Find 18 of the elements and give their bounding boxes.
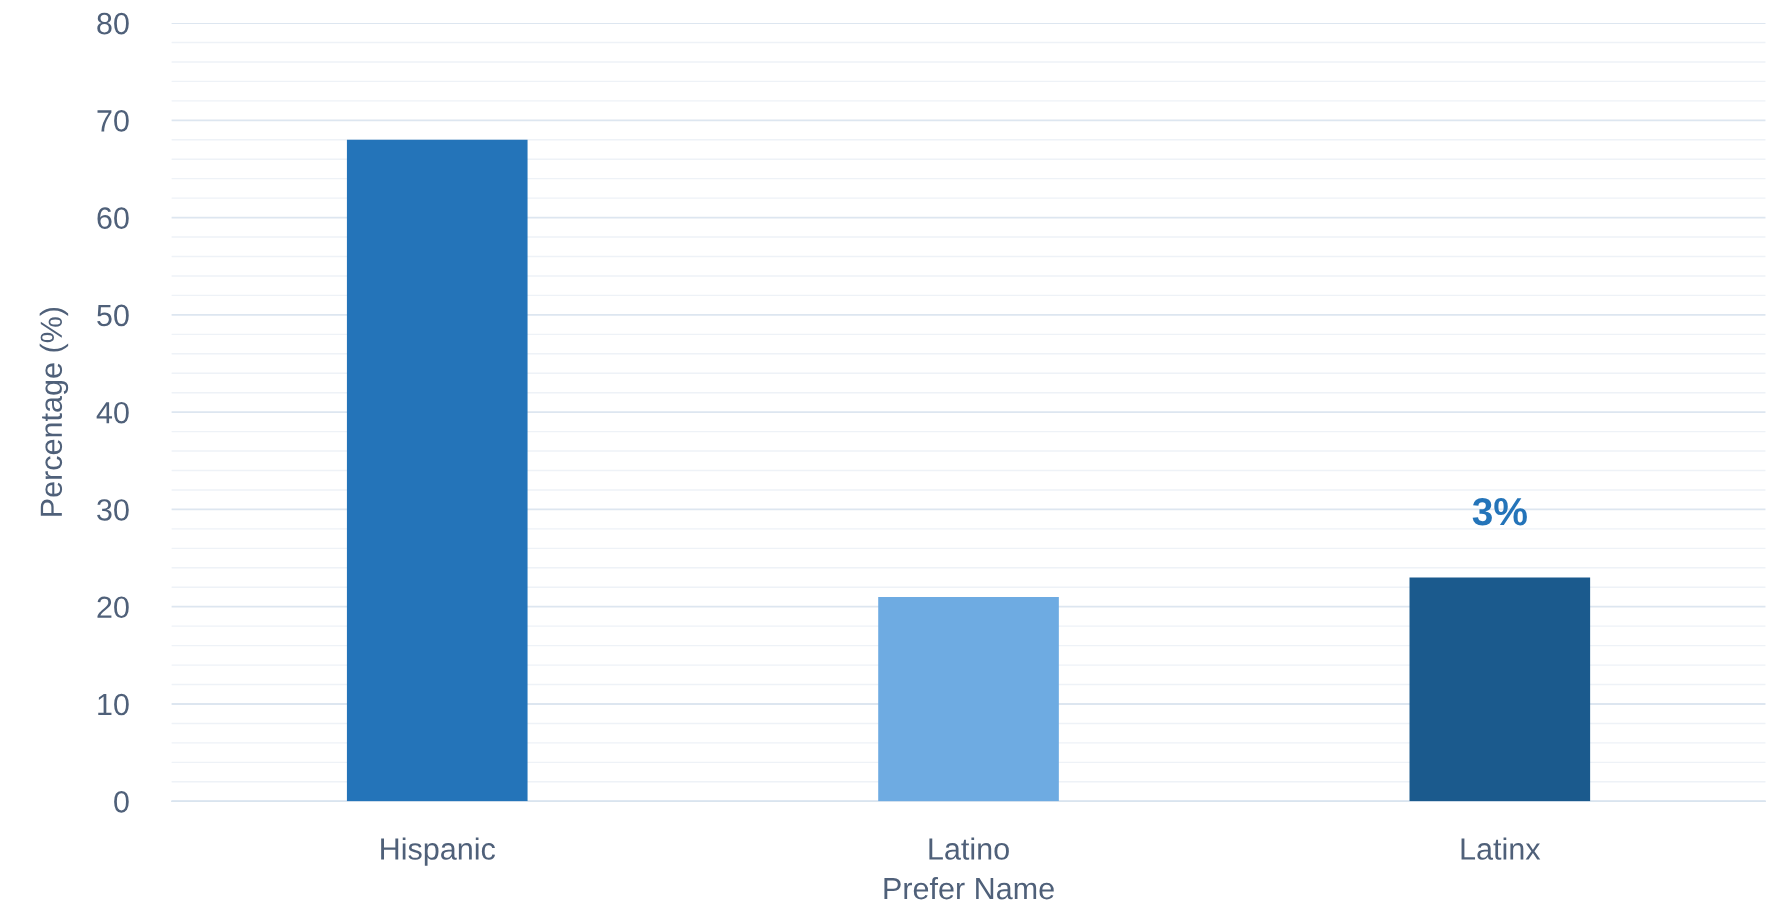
y-tick-label: 50 <box>97 304 129 327</box>
y-axis-title: Percentage (%) <box>39 307 69 516</box>
x-axis-title: Prefer Name <box>884 877 1054 900</box>
y-tick-label: 70 <box>97 110 129 132</box>
bar <box>878 596 1059 802</box>
y-tick-label: 40 <box>96 401 129 424</box>
x-tick-label: Latinx <box>1461 837 1541 860</box>
y-tick-label: 30 <box>97 499 129 521</box>
y-tick-label: 80 <box>97 12 129 35</box>
x-tick-label: Hispanic <box>381 837 496 866</box>
y-tick-label: 0 <box>114 791 129 813</box>
bar <box>1409 577 1591 802</box>
y-tick-label: 20 <box>97 596 129 619</box>
x-tick-label: Latino <box>929 837 1009 860</box>
y-tick-label: 10 <box>98 693 129 716</box>
bar <box>346 139 528 802</box>
y-tick-label: 60 <box>97 207 129 229</box>
annotation: 3% <box>1472 497 1527 526</box>
